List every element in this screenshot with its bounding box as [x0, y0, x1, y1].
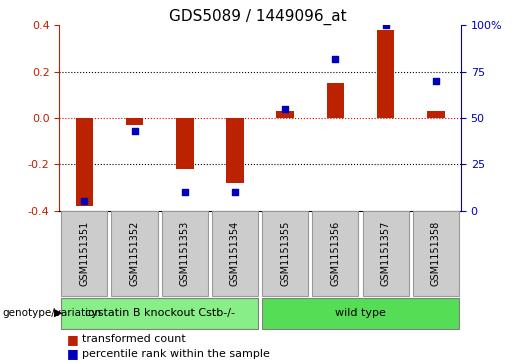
Bar — [126, 118, 143, 125]
Bar — [413, 211, 459, 296]
Point — [331, 56, 339, 62]
Text: ■: ■ — [67, 333, 79, 346]
Text: cystatin B knockout Cstb-/-: cystatin B knockout Cstb-/- — [84, 308, 235, 318]
Point — [130, 128, 139, 134]
Bar — [111, 211, 158, 296]
Bar — [61, 211, 108, 296]
Text: GSM1151351: GSM1151351 — [79, 221, 89, 286]
Text: GSM1151354: GSM1151354 — [230, 221, 240, 286]
Text: ■: ■ — [67, 347, 79, 360]
Bar — [377, 30, 394, 118]
Bar — [212, 211, 258, 296]
Text: GSM1151352: GSM1151352 — [130, 220, 140, 286]
Bar — [61, 298, 258, 329]
Text: GDS5089 / 1449096_at: GDS5089 / 1449096_at — [169, 9, 346, 25]
Text: percentile rank within the sample: percentile rank within the sample — [82, 349, 270, 359]
Bar — [277, 111, 294, 118]
Text: GSM1151357: GSM1151357 — [381, 220, 390, 286]
Bar — [363, 211, 409, 296]
Bar — [327, 83, 344, 118]
Text: wild type: wild type — [335, 308, 386, 318]
Bar — [262, 211, 308, 296]
Bar — [162, 211, 208, 296]
Point — [181, 189, 189, 195]
Text: ▶: ▶ — [54, 308, 63, 318]
Point — [231, 189, 239, 195]
Point — [432, 78, 440, 84]
Point — [281, 106, 289, 112]
Bar — [176, 118, 194, 169]
Point — [382, 23, 390, 28]
Text: GSM1151358: GSM1151358 — [431, 221, 441, 286]
Text: GSM1151353: GSM1151353 — [180, 221, 190, 286]
Bar — [427, 111, 444, 118]
Text: GSM1151356: GSM1151356 — [331, 221, 340, 286]
Point — [80, 198, 89, 204]
Bar — [76, 118, 93, 206]
Bar — [226, 118, 244, 183]
Bar — [262, 298, 459, 329]
Text: GSM1151355: GSM1151355 — [280, 220, 290, 286]
Text: genotype/variation: genotype/variation — [3, 308, 101, 318]
Bar — [312, 211, 358, 296]
Text: transformed count: transformed count — [82, 334, 186, 344]
